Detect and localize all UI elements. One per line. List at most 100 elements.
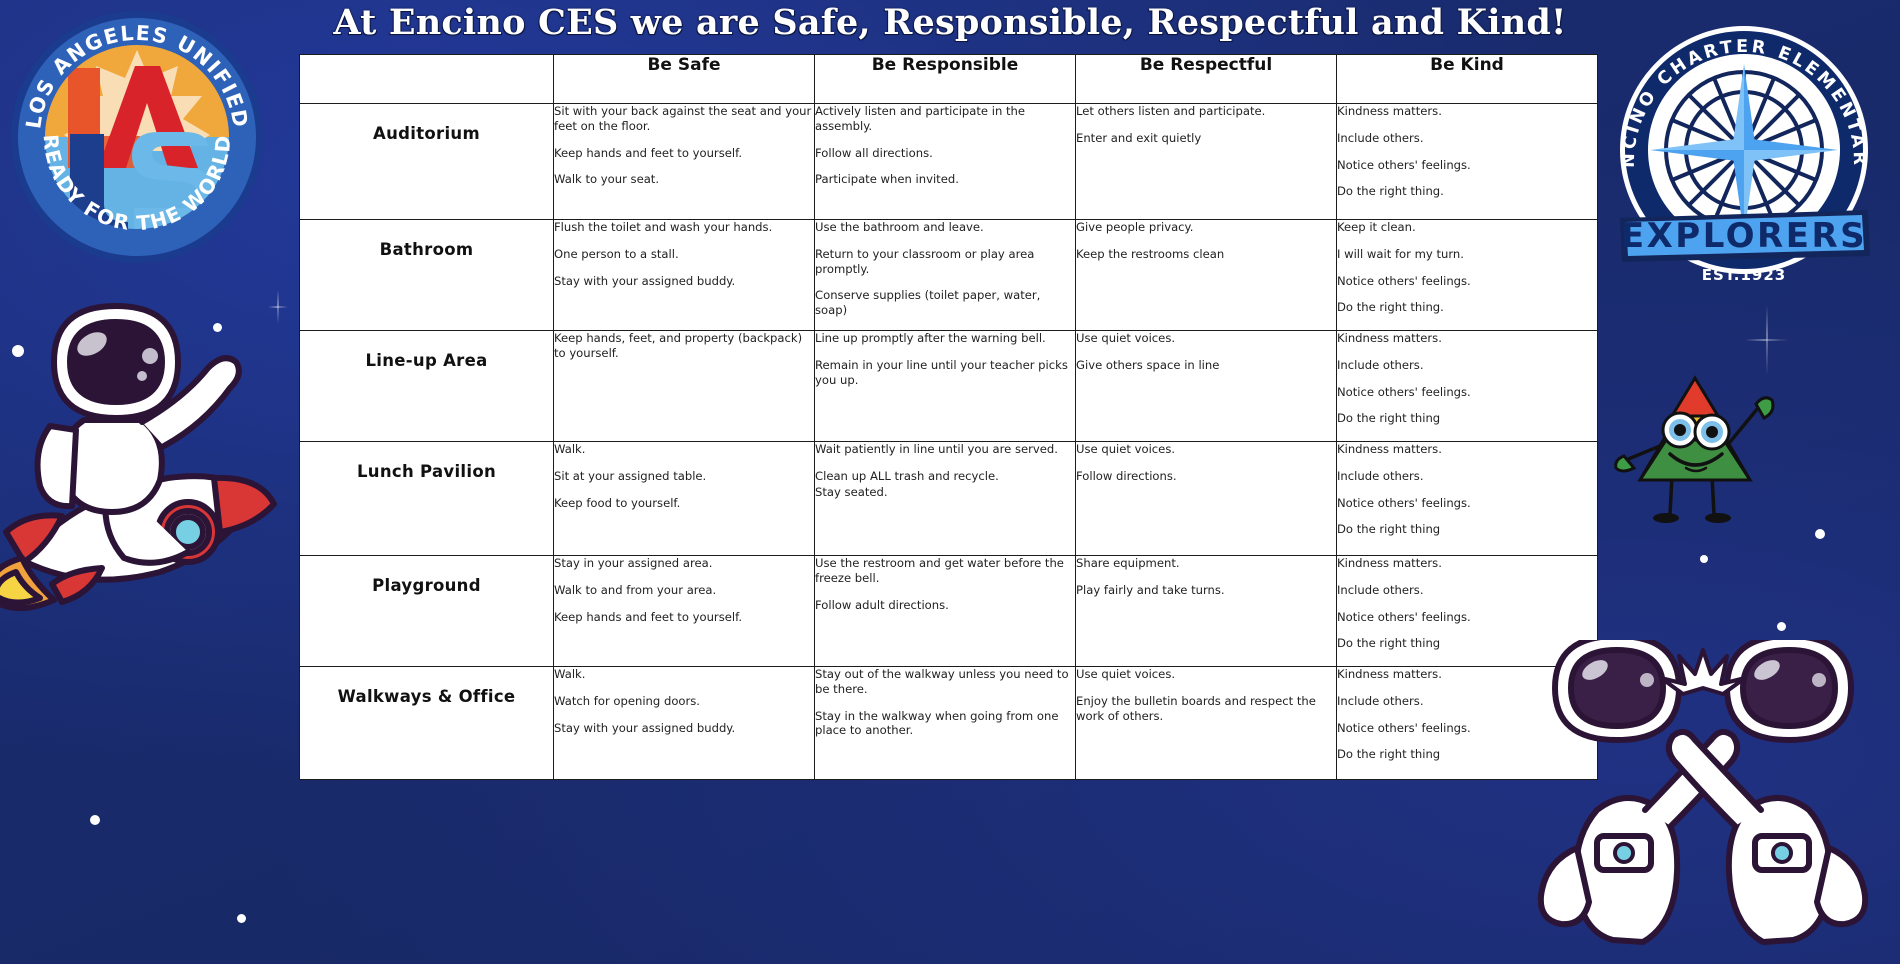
rule-line: Kindness matters. — [1337, 442, 1442, 456]
rule-line: Keep hands and feet to yourself. — [554, 609, 743, 624]
header-be-kind: Be Kind — [1336, 54, 1598, 104]
cell-be-kind: Kindness matters. Include others. Notice o… — [1336, 330, 1598, 442]
rule-line: Do the right thing. — [1337, 300, 1444, 315]
rule-line: Kindness matters. — [1337, 104, 1442, 118]
cell-be-respectful: Use quiet voices. Give others space in li… — [1075, 330, 1337, 442]
cell-be-safe: Walk. Sit at your assigned table. Keep foo… — [553, 441, 815, 556]
cell-be-responsible: Use the restroom and get water before th… — [814, 555, 1076, 667]
header-be-safe-label: Be Safe — [647, 55, 721, 75]
triangle-mascot-illustration — [1614, 375, 1775, 523]
rule-line: Remain in your line until your teacher p… — [815, 357, 1068, 387]
rule-line: Let others listen and participate. — [1076, 104, 1266, 118]
rule-line: Actively listen and participate in the a… — [815, 104, 1026, 133]
rule-line: Include others. — [1337, 582, 1424, 597]
table-row: Line-up Area Keep hands, feet, and proper… — [299, 330, 1598, 442]
rule-line: Enter and exit quietly — [1076, 130, 1202, 145]
rule-line: Do the right thing — [1337, 522, 1441, 537]
table-row: Lunch Pavilion Walk. Sit at your assigned … — [299, 441, 1598, 556]
cell-be-respectful: Use quiet voices. Follow directions. — [1075, 441, 1337, 556]
rule-line: Sit at your assigned table. — [554, 468, 707, 483]
rule-line: Notice others' feelings. — [1337, 495, 1471, 510]
rule-line: Share equipment. — [1076, 556, 1180, 570]
table-row: Playground Stay in your assigned area. Wal… — [299, 555, 1598, 667]
cell-be-kind: Kindness matters. Include others. Notice o… — [1336, 103, 1598, 220]
rule-line: Keep the restrooms clean — [1076, 246, 1225, 261]
header-be-respectful-label: Be Respectful — [1139, 55, 1273, 75]
page-title-bar: At Encino CES we are Safe, Responsible, … — [0, 2, 1900, 43]
cell-be-responsible: Line up promptly after the warning bell.… — [814, 330, 1076, 442]
rule-line: Kindness matters. — [1337, 667, 1442, 681]
area-label: Auditorium — [373, 124, 480, 143]
two-astronauts-high-five-illustration — [1537, 640, 1869, 945]
rule-line: Use quiet voices. — [1076, 667, 1176, 681]
cell-be-kind: Kindness matters. Include others. Notice o… — [1336, 555, 1598, 667]
rule-line: Stay with your assigned buddy. — [554, 273, 736, 288]
area-cell: Walkways & Office — [299, 666, 554, 780]
table-header: Be Safe Be Responsible Be Respectful Be … — [299, 54, 1598, 104]
area-cell: Line-up Area — [299, 330, 554, 442]
svg-text:EXPLORERS: EXPLORERS — [1621, 216, 1867, 256]
rule-line: Walk to and from your area. — [554, 582, 717, 597]
cell-be-kind: Kindness matters. Include others. Notice o… — [1336, 441, 1598, 556]
cell-be-safe: Sit with your back against the seat and … — [553, 103, 815, 220]
rule-line: Follow all directions. — [815, 145, 933, 160]
rule-line: Use the bathroom and leave. — [815, 220, 984, 234]
table-body: Auditorium Sit with your back against the… — [299, 103, 1598, 780]
rule-line: Notice others' feelings. — [1337, 157, 1471, 172]
header-be-kind-label: Be Kind — [1430, 55, 1504, 75]
rule-line: Flush the toilet and wash your hands. — [554, 220, 773, 234]
rule-line: Do the right thing — [1337, 747, 1441, 762]
rule-line: Include others. — [1337, 468, 1424, 483]
header-be-responsible: Be Responsible — [814, 54, 1076, 104]
rule-line: Line up promptly after the warning bell. — [815, 331, 1046, 345]
cell-be-responsible: Actively listen and participate in the a… — [814, 103, 1076, 220]
cell-be-safe: Flush the toilet and wash your hands. One… — [553, 219, 815, 331]
rule-line: Kindness matters. — [1337, 331, 1442, 345]
rule-line: Stay in your assigned area. — [554, 556, 713, 570]
area-label: Lunch Pavilion — [356, 462, 497, 481]
rule-line: Clean up ALL trash and recycle. — [815, 468, 999, 483]
rule-line: Use the restroom and get water before th… — [815, 556, 1064, 585]
rule-line: Stay with your assigned buddy. — [554, 720, 736, 735]
rule-line: Walk to your seat. — [554, 172, 660, 187]
rule-line: Participate when invited. — [815, 172, 959, 187]
rule-line: Include others. — [1337, 693, 1424, 708]
table-row: Auditorium Sit with your back against the… — [299, 103, 1598, 220]
cell-be-kind: Keep it clean. I will wait for my turn. No… — [1336, 219, 1598, 331]
school-expectations-table: Be Safe Be Responsible Be Respectful Be … — [299, 54, 1598, 780]
rule-line: I will wait for my turn. — [1337, 246, 1464, 261]
table-row: Bathroom Flush the toilet and wash your h… — [299, 219, 1598, 331]
header-be-respectful: Be Respectful — [1075, 54, 1337, 104]
encino-charter-elementary-seal-logo: EXPLORERS ENCINO CHARTER ELEMENTARY EST.… — [1598, 4, 1870, 284]
cell-be-respectful: Let others listen and participate. Enter … — [1075, 103, 1337, 220]
rule-line: Stay out of the walkway unless you need … — [815, 667, 1069, 696]
rule-line: Return to your classroom or play area pr… — [815, 246, 1035, 276]
rule-line: Enjoy the bulletin boards and respect th… — [1076, 693, 1316, 723]
rule-line: Notice others' feelings. — [1337, 720, 1471, 735]
rule-line: Keep food to yourself. — [554, 495, 681, 510]
rule-line: Give others space in line — [1076, 357, 1220, 372]
rule-line: Conserve supplies (toilet paper, water, … — [815, 288, 1041, 318]
cell-be-responsible: Stay out of the walkway unless you need … — [814, 666, 1076, 780]
rule-line: Use quiet voices. — [1076, 442, 1176, 456]
rule-line: Notice others' feelings. — [1337, 273, 1471, 288]
cell-be-safe: Walk. Watch for opening doors. Stay with y… — [553, 666, 815, 780]
cell-be-responsible: Use the bathroom and leave. Return to you… — [814, 219, 1076, 331]
rule-line: Give people privacy. — [1076, 220, 1194, 234]
rule-line: Include others. — [1337, 357, 1424, 372]
area-cell: Lunch Pavilion — [299, 441, 554, 556]
lausd-seal-logo: LOS ANGELES UNIFIED READY FOR THE WORLD — [11, 11, 263, 263]
rule-line: Walk. — [554, 442, 586, 456]
rule-line: Use quiet voices. — [1076, 331, 1176, 345]
rule-line: Do the right thing. — [1337, 184, 1444, 199]
rule-line: Keep hands and feet to yourself. — [554, 145, 743, 160]
rule-line: Walk. — [554, 667, 586, 681]
header-be-safe: Be Safe — [553, 54, 815, 104]
cell-be-respectful: Give people privacy. Keep the restrooms c… — [1075, 219, 1337, 331]
header-row: Be Safe Be Responsible Be Respectful Be … — [299, 54, 1598, 104]
rule-line: Follow adult directions. — [815, 597, 949, 612]
rule-line: Stay in the walkway when going from one … — [815, 708, 1059, 738]
rule-line: Do the right thing — [1337, 411, 1441, 426]
rule-line: Wait patiently in line until you are ser… — [815, 442, 1058, 456]
area-label: Line-up Area — [365, 351, 488, 370]
